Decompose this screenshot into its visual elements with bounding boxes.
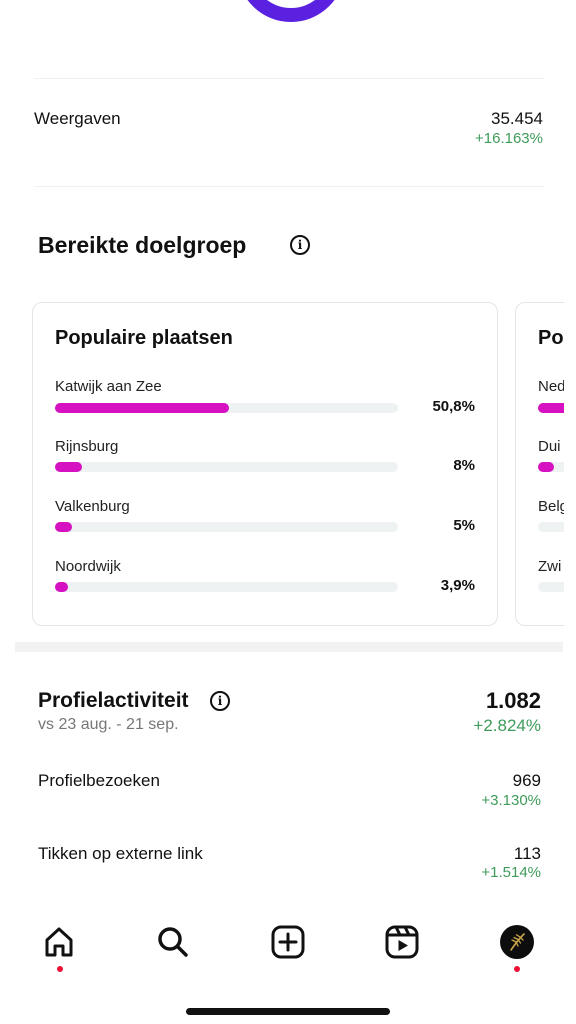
info-icon[interactable]: i xyxy=(290,235,310,255)
place-label: Noordwijk xyxy=(55,558,121,575)
country-label: Dui xyxy=(538,438,561,455)
place-bar-track xyxy=(55,582,398,592)
popular-places-card: Populaire plaatsen Katwijk aan Zee 50,8%… xyxy=(32,302,498,626)
profile-activity-title: Profielactiviteit xyxy=(38,689,189,712)
external-link-taps-label: Tikken op externe link xyxy=(38,844,203,863)
profile-visits-value: 969 xyxy=(512,771,541,790)
date-range: vs 23 aug. - 21 sep. xyxy=(38,716,179,733)
place-bar-fill xyxy=(55,582,68,592)
create-icon xyxy=(271,925,305,959)
nav-reels[interactable] xyxy=(380,920,424,964)
external-link-taps-delta: +1.514% xyxy=(481,864,541,881)
card-title: Po xyxy=(538,327,564,349)
country-bar-fill xyxy=(538,462,554,472)
place-bar-track xyxy=(55,522,398,532)
profile-activity-delta: +2.824% xyxy=(473,716,541,735)
section-separator xyxy=(15,642,563,652)
nav-home[interactable] xyxy=(37,920,81,964)
place-bar-fill xyxy=(55,462,82,472)
nav-profile[interactable] xyxy=(495,920,539,964)
popular-countries-card[interactable]: Po Ned Dui Belg Zwi xyxy=(515,302,564,626)
donut-chart-ring xyxy=(237,0,345,22)
place-bar-fill xyxy=(55,522,72,532)
place-percentage: 3,9% xyxy=(440,577,475,594)
country-bar-track xyxy=(538,522,564,532)
views-label: Weergaven xyxy=(34,109,121,128)
place-label: Valkenburg xyxy=(55,498,130,515)
place-label: Rijnsburg xyxy=(55,438,119,455)
nav-search[interactable] xyxy=(151,920,195,964)
home-indicator[interactable] xyxy=(186,1008,390,1015)
place-percentage: 5% xyxy=(453,517,475,534)
nav-create[interactable] xyxy=(266,920,310,964)
country-bar-fill xyxy=(538,403,564,413)
country-label: Zwi xyxy=(538,558,562,575)
country-bar-track xyxy=(538,403,564,413)
place-bar-fill xyxy=(55,403,229,413)
profile-visits-label: Profielbezoeken xyxy=(38,771,160,790)
external-link-taps-value: 113 xyxy=(513,844,541,863)
audience-title: Bereikte doelgroep xyxy=(38,232,247,258)
profile-activity-value: 1.082 xyxy=(485,688,541,713)
place-bar-track xyxy=(55,403,398,413)
home-icon xyxy=(45,927,73,957)
profile-visits-delta: +3.130% xyxy=(481,792,541,809)
divider xyxy=(34,186,544,187)
country-label: Belg xyxy=(538,498,564,515)
divider xyxy=(34,78,544,79)
card-title: Populaire plaatsen xyxy=(55,327,233,349)
info-icon[interactable]: i xyxy=(210,691,230,711)
country-bar-track xyxy=(538,582,564,592)
notification-dot xyxy=(57,966,63,972)
place-label: Katwijk aan Zee xyxy=(55,378,162,395)
country-bar-track xyxy=(538,462,564,472)
profile-avatar xyxy=(500,925,534,959)
country-label: Ned xyxy=(538,378,564,395)
search-icon xyxy=(158,927,188,957)
place-percentage: 50,8% xyxy=(432,398,475,415)
views-value: 35.454 xyxy=(491,109,543,128)
reels-icon xyxy=(385,925,419,959)
notification-dot xyxy=(514,966,520,972)
views-delta: +16.163% xyxy=(475,130,543,147)
place-percentage: 8% xyxy=(453,457,475,474)
place-bar-track xyxy=(55,462,398,472)
